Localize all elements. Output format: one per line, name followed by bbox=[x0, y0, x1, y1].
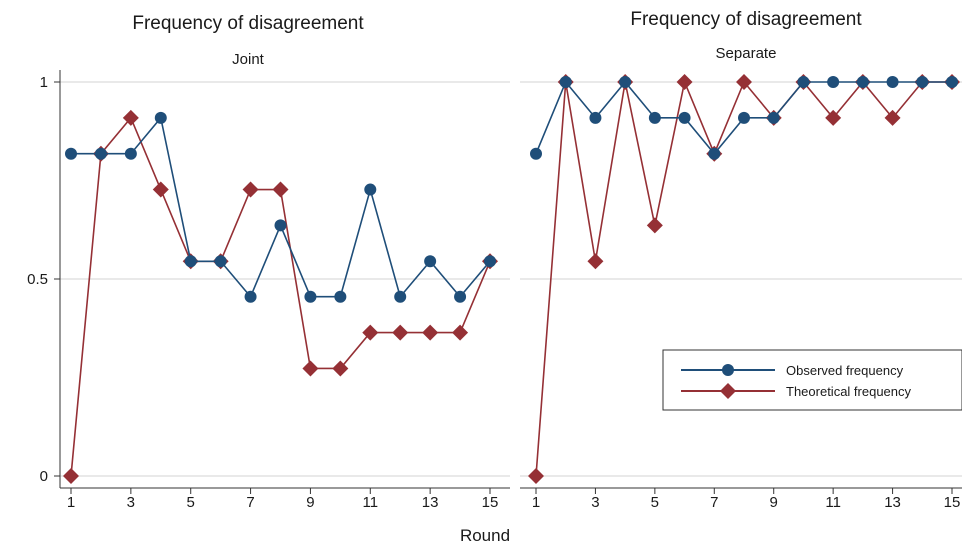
data-point-observed bbox=[65, 147, 77, 160]
x-tick-label: 7 bbox=[710, 494, 718, 511]
data-point-observed bbox=[619, 76, 632, 88]
data-point-theoretical bbox=[242, 181, 259, 198]
data-point-theoretical bbox=[452, 324, 469, 341]
data-point-observed bbox=[334, 290, 347, 303]
data-point-theoretical bbox=[332, 360, 349, 377]
data-point-theoretical bbox=[362, 324, 379, 341]
data-point-observed bbox=[946, 76, 958, 88]
data-point-observed bbox=[767, 111, 780, 124]
x-tick-label: 1 bbox=[532, 494, 540, 511]
data-point-theoretical bbox=[587, 253, 604, 270]
data-point-observed bbox=[648, 111, 661, 124]
data-point-observed bbox=[244, 290, 257, 303]
legend-theoretical-marker bbox=[720, 383, 736, 399]
data-point-theoretical bbox=[392, 324, 409, 341]
data-point-observed bbox=[886, 76, 899, 88]
legend-observed-marker bbox=[722, 364, 734, 376]
y-tick-label: 0 bbox=[40, 468, 48, 485]
legend: Observed frequency Theoretical frequency bbox=[662, 349, 962, 411]
data-point-observed bbox=[214, 255, 227, 268]
series-line-observed bbox=[71, 116, 491, 299]
data-point-observed bbox=[124, 147, 137, 160]
data-point-observed bbox=[916, 76, 929, 88]
x-tick-label: 1 bbox=[67, 494, 75, 511]
data-point-theoretical bbox=[825, 109, 842, 126]
panel-separate-subtitle: Separate bbox=[716, 45, 777, 62]
data-point-observed bbox=[454, 290, 467, 303]
x-tick-label: 15 bbox=[482, 494, 499, 511]
data-point-observed bbox=[94, 147, 107, 160]
plot-area-1: 1 3 5 7 9 11 13 15 bbox=[520, 74, 962, 511]
data-point-theoretical bbox=[422, 324, 439, 341]
y-tick-label: 1 bbox=[40, 74, 48, 91]
legend-theoretical-label: Theoretical frequency bbox=[786, 384, 912, 399]
data-point-theoretical bbox=[646, 217, 663, 234]
data-point-observed bbox=[484, 255, 496, 268]
data-point-observed bbox=[589, 111, 602, 124]
data-point-observed bbox=[738, 111, 750, 124]
x-tick-label: 11 bbox=[825, 494, 841, 511]
data-point-observed bbox=[678, 111, 691, 124]
x-tick-label: 7 bbox=[246, 494, 254, 511]
data-point-observed bbox=[364, 183, 377, 196]
data-point-observed bbox=[530, 147, 542, 160]
legend-box bbox=[662, 349, 962, 411]
data-point-theoretical bbox=[272, 181, 289, 198]
data-point-observed bbox=[394, 290, 407, 303]
x-tick-label: 13 bbox=[422, 494, 439, 511]
x-tick-label: 11 bbox=[362, 494, 378, 511]
data-point-theoretical bbox=[676, 74, 693, 90]
panel-joint-subtitle: Joint bbox=[232, 51, 265, 68]
data-point-theoretical bbox=[63, 468, 79, 484]
data-point-observed bbox=[424, 255, 437, 268]
panel-separate: Frequency of disagreement Separate bbox=[630, 9, 862, 62]
x-tick-label: 3 bbox=[591, 494, 599, 511]
data-point-observed bbox=[154, 111, 167, 124]
series-line-theoretical bbox=[70, 116, 491, 477]
data-point-theoretical bbox=[152, 181, 169, 198]
x-tick-label: 13 bbox=[884, 494, 901, 511]
x-tick-label: 15 bbox=[944, 494, 961, 511]
data-point-theoretical bbox=[736, 74, 752, 90]
data-point-theoretical bbox=[302, 360, 319, 377]
data-point-observed bbox=[827, 76, 840, 88]
panel-joint-title: Frequency of disagreement bbox=[132, 13, 364, 34]
x-axis-label: Round bbox=[460, 526, 510, 545]
data-point-theoretical bbox=[528, 468, 544, 484]
data-point-observed bbox=[304, 290, 317, 303]
data-point-theoretical bbox=[884, 109, 901, 126]
x-tick-label: 9 bbox=[306, 494, 314, 511]
data-point-observed bbox=[708, 147, 721, 160]
x-tick-label: 9 bbox=[770, 494, 778, 511]
x-tick-label: 5 bbox=[187, 494, 195, 511]
data-point-theoretical bbox=[122, 109, 139, 126]
panel-joint: Frequency of disagreement Joint bbox=[132, 13, 364, 68]
data-point-observed bbox=[797, 76, 810, 88]
y-tick-label: 0.5 bbox=[27, 271, 48, 288]
data-point-observed bbox=[184, 255, 197, 268]
x-tick-label: 5 bbox=[651, 494, 659, 511]
legend-observed-label: Observed frequency bbox=[786, 363, 904, 378]
panel-separate-title: Frequency of disagreement bbox=[630, 9, 862, 30]
x-tick-label: 3 bbox=[127, 494, 135, 511]
data-point-observed bbox=[274, 219, 287, 232]
data-point-observed bbox=[856, 76, 869, 88]
data-point-observed bbox=[559, 76, 572, 88]
plot-area-0: 00.511 3 5 7 9 11 13 15 bbox=[27, 70, 510, 511]
